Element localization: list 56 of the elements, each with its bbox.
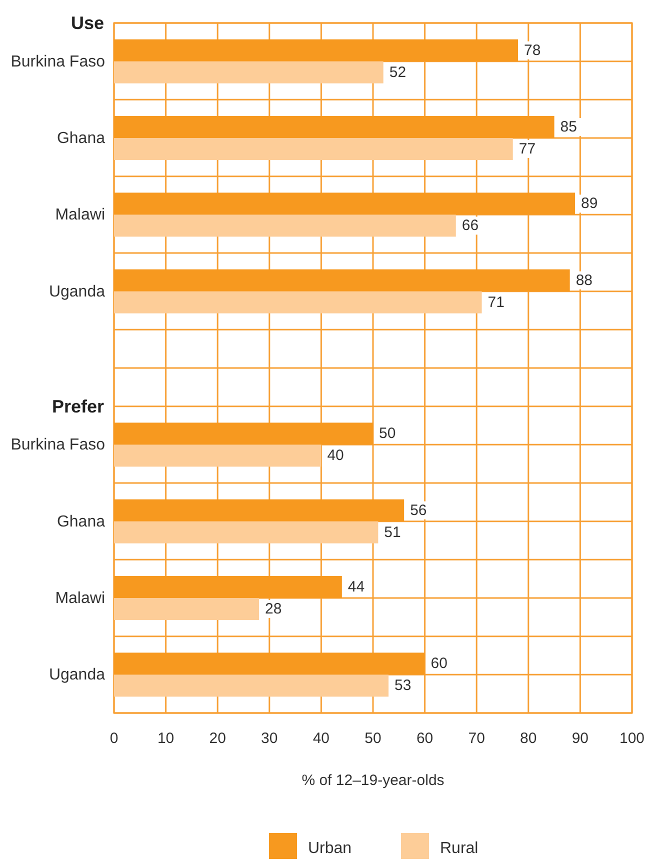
bar [114, 422, 373, 445]
bar [114, 138, 513, 160]
data-label: 77 [518, 140, 536, 158]
bar [114, 39, 518, 62]
bar [114, 499, 404, 522]
data-label: 50 [379, 425, 396, 442]
y-tick-label: Burkina Faso [10, 436, 106, 454]
x-tick-label: 10 [157, 730, 174, 747]
legend-label: Rural [440, 840, 478, 857]
x-tick-label: 20 [209, 730, 226, 747]
x-tick-label: 30 [261, 730, 278, 747]
data-label: 85 [560, 118, 577, 136]
bar [114, 652, 425, 675]
data-label: 88 [576, 272, 593, 289]
bar [114, 674, 389, 697]
bar [114, 521, 378, 544]
text: Use [70, 13, 104, 33]
x-tick-label: 40 [312, 730, 330, 747]
x-tick-label: 60 [416, 730, 434, 747]
x-tick-label: 100 [619, 730, 645, 747]
legend-label: Urban [308, 840, 352, 857]
x-tick-label: 80 [520, 730, 537, 747]
x-tick-label: 0 [110, 730, 118, 747]
y-tick-label: Ghana [56, 512, 106, 530]
data-label: 44 [348, 578, 365, 596]
data-label: 71 [488, 294, 504, 311]
y-tick-label: Uganda [48, 666, 106, 684]
text: Prefer [52, 396, 104, 416]
bar [114, 576, 342, 598]
bar [114, 444, 322, 467]
data-label: 78 [524, 42, 541, 59]
data-label: 56 [410, 502, 427, 519]
y-tick-label: Malawi [55, 590, 105, 606]
data-label: 40 [327, 447, 344, 464]
x-axis-title: % of 12–19-year-olds [302, 772, 444, 789]
bar [114, 291, 482, 314]
x-tick-label: 70 [468, 730, 485, 747]
y-tick-label: Burkina Faso [10, 52, 106, 70]
data-label: 60 [430, 655, 448, 672]
data-label: 28 [265, 600, 282, 618]
bar [114, 269, 570, 292]
data-label: 66 [462, 217, 479, 234]
data-label: 51 [384, 524, 401, 541]
bar [114, 214, 456, 237]
bar [114, 598, 260, 620]
data-label: 53 [394, 677, 412, 694]
bar [114, 116, 554, 138]
y-tick-label: Uganda [48, 282, 106, 300]
y-tick-label: Malawi [55, 206, 105, 224]
data-label: 89 [581, 195, 598, 212]
data-label: 52 [389, 64, 406, 81]
y-tick-label: Ghana [56, 130, 106, 146]
x-tick-label: 90 [572, 730, 589, 747]
bar [114, 192, 576, 215]
bar [114, 61, 384, 84]
x-tick-label: 50 [364, 730, 382, 747]
